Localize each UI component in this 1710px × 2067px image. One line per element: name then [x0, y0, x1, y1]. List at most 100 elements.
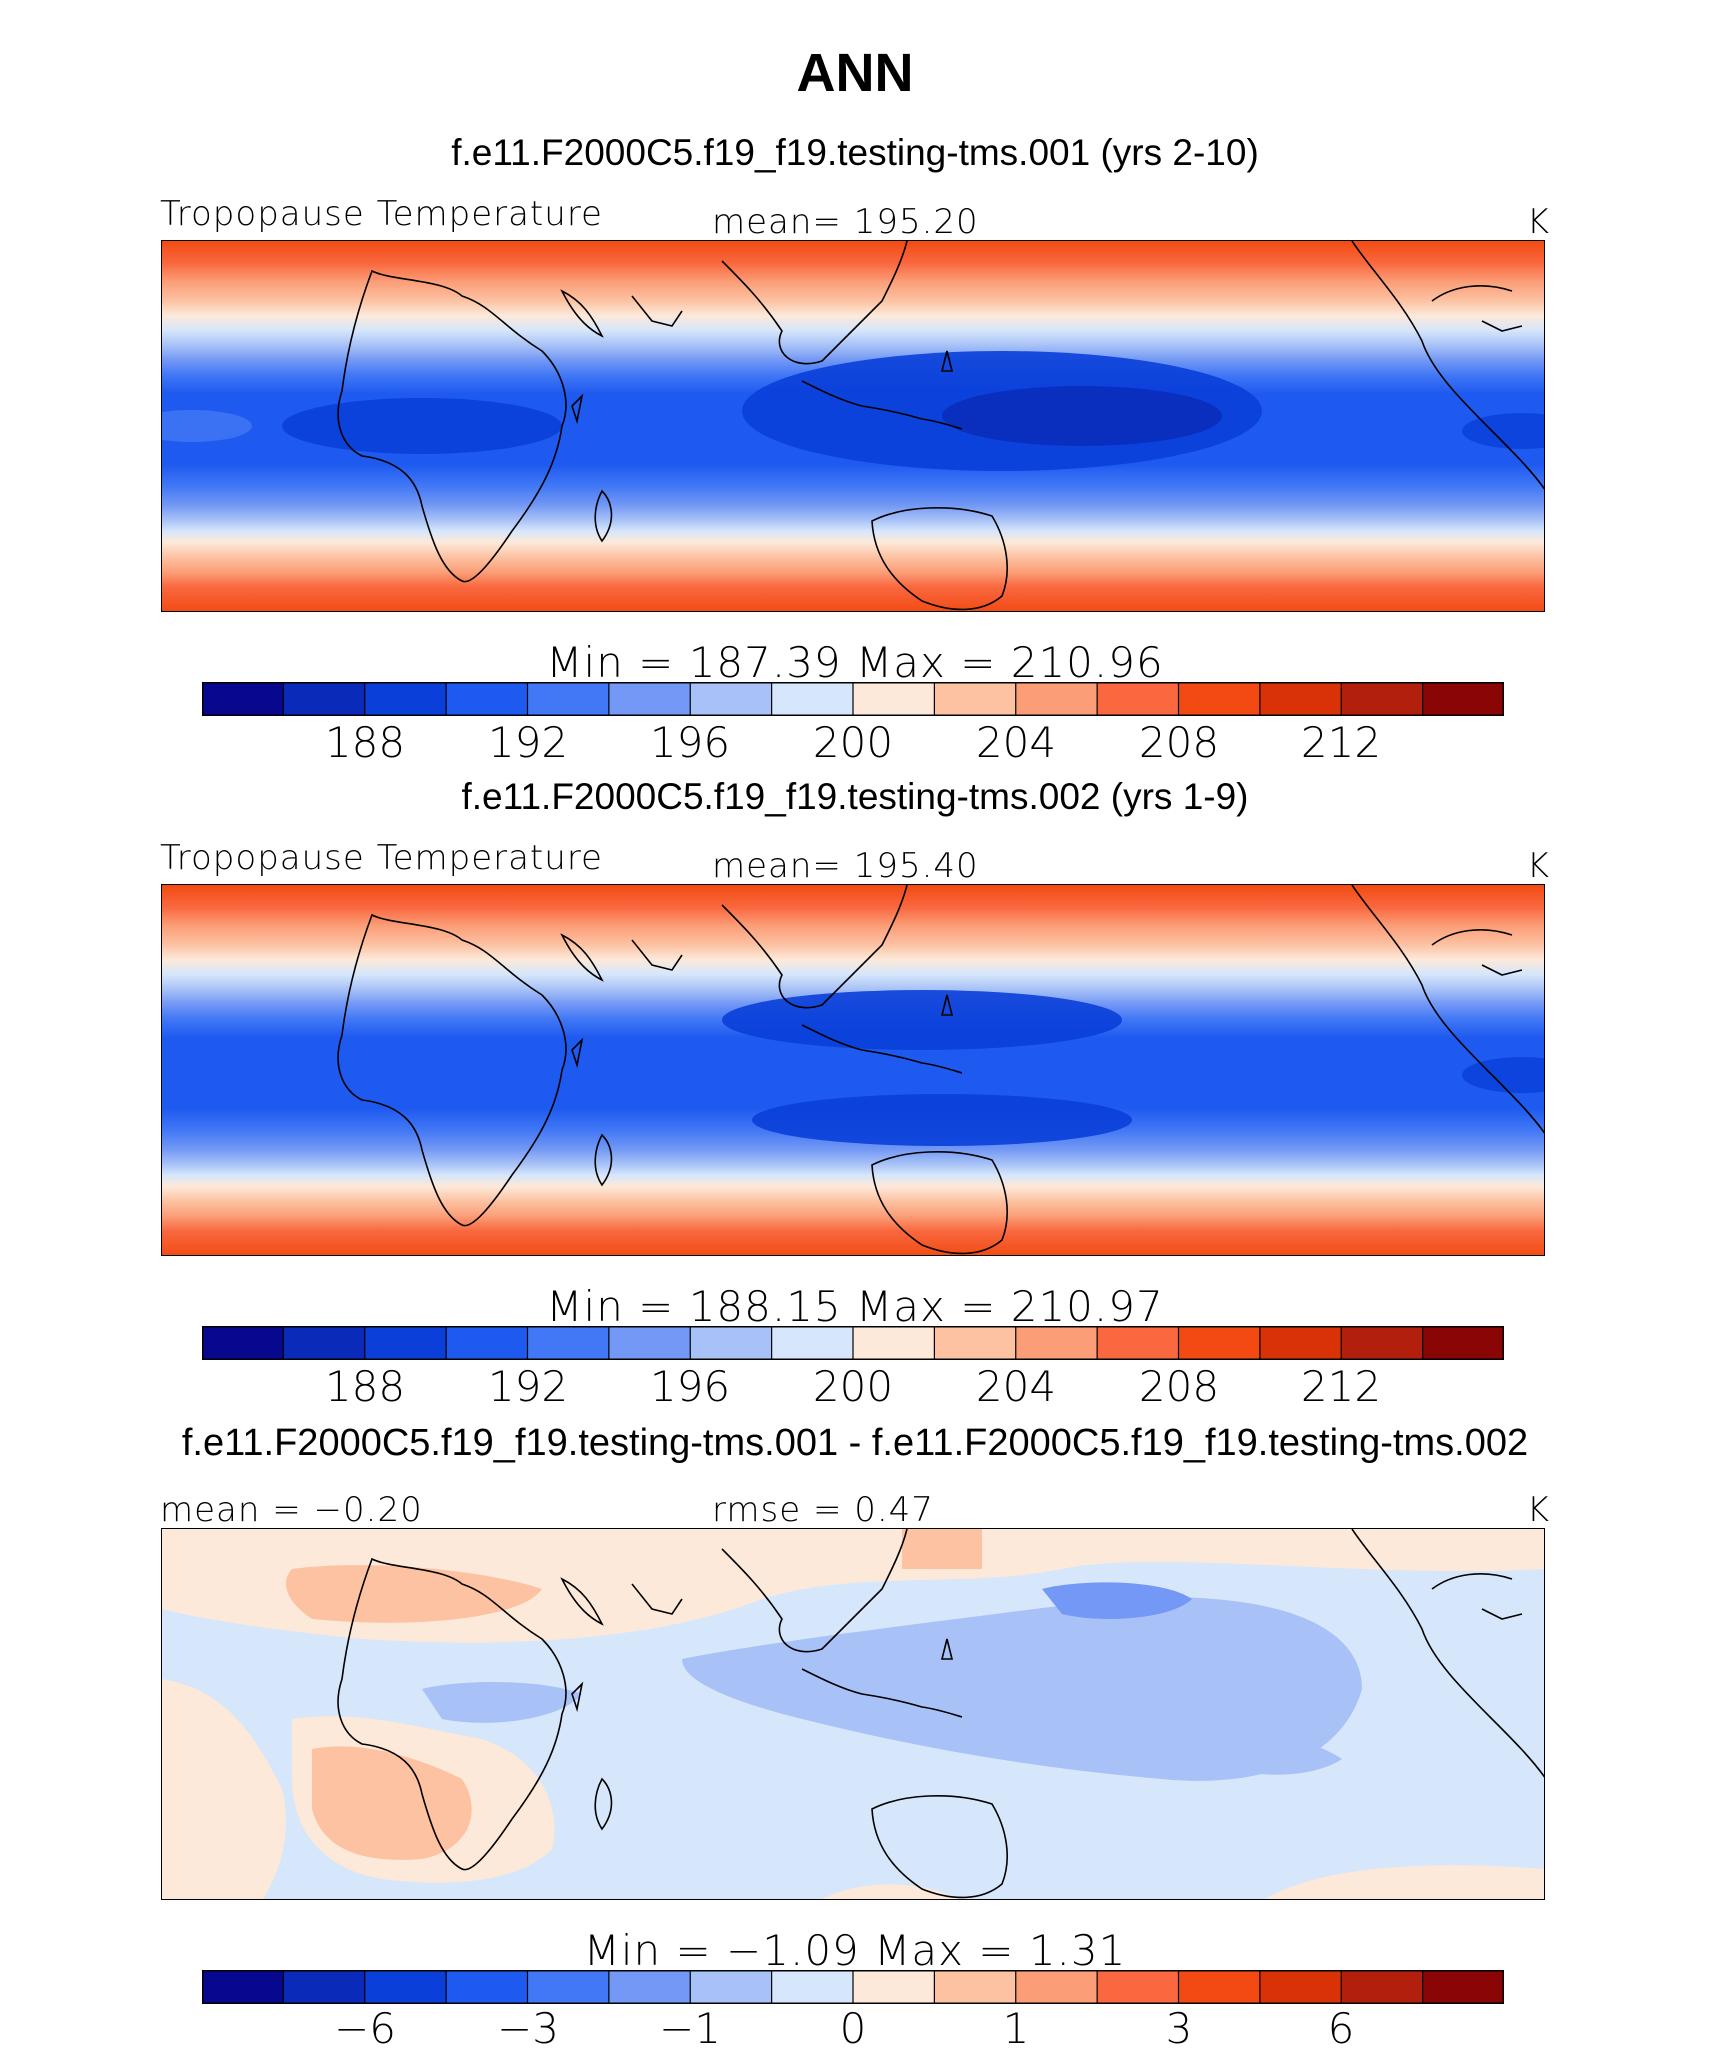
colorbar-box-2-0 [202, 1326, 284, 1360]
panel-3-minmax-label: Min = −1.09 Max = 1.31 [583, 1926, 1127, 1975]
panel-2-minmax-label: Min = 188.15 Max = 210.97 [546, 1282, 1164, 1331]
colorbar-box-3-12 [1178, 1970, 1261, 2004]
panel-3-tick-5: 3 [1165, 2004, 1193, 2053]
colorbar-box-1-1 [283, 682, 366, 716]
panel-1-tick-2: 196 [649, 718, 731, 767]
panel-2-case-title: f.e11.F2000C5.f19_f19.testing-tms.002 (y… [461, 776, 1249, 817]
panel-3-tick-6: 6 [1327, 2004, 1355, 2053]
colorbar-box-1-6 [690, 682, 773, 716]
colorbar-box-1-12 [1178, 682, 1261, 716]
panel-1-contour-map [162, 241, 1544, 611]
colorbar-box-2-11 [1097, 1326, 1180, 1360]
panel-1-tick-4: 204 [975, 718, 1057, 767]
panel-2-mean-label: mean= 195.40 [712, 846, 979, 886]
panel-2-map [161, 884, 1545, 1256]
panel-1-tick-1: 192 [487, 718, 569, 767]
colorbar-box-2-6 [690, 1326, 773, 1360]
panel-2-tick-6: 212 [1300, 1362, 1382, 1411]
colorbar-box-2-8 [853, 1326, 935, 1360]
colorbar-box-3-11 [1097, 1970, 1180, 2004]
panel-1-colorbar-ticks: 188 192 196 200 204 208 212 [202, 718, 1504, 767]
figure-title: ANN [796, 43, 914, 103]
panel-2-colorbar-ticks: 188 192 196 200 204 208 212 [202, 1362, 1504, 1411]
colorbar-box-1-2 [364, 682, 447, 716]
colorbar-box-3-6 [690, 1970, 773, 2004]
colorbar-box-2-3 [446, 1326, 529, 1360]
colorbar-border [202, 1326, 1504, 1360]
panel-2-variable-label: Tropopause Temperature [160, 838, 603, 878]
panel-3-contour-map [162, 1529, 1544, 1899]
colorbar-box-1-10 [1015, 682, 1098, 716]
panel-3-map [161, 1528, 1545, 1900]
panel-3-colorbar [202, 1970, 1504, 2004]
colorbar-box-1-13 [1259, 682, 1342, 716]
colorbar-box-3-0 [202, 1970, 284, 2004]
colorbar-box-3-10 [1015, 1970, 1098, 2004]
colorbar-box-3-3 [446, 1970, 529, 2004]
colorbar-box-3-4 [527, 1970, 610, 2004]
colorbar-box-2-5 [608, 1326, 691, 1360]
panel-1-variable-label: Tropopause Temperature [160, 194, 603, 234]
panel-3-tick-4: 1 [1002, 2004, 1030, 2053]
colorbar-box-1-8 [853, 682, 935, 716]
colorbar-box-2-2 [364, 1326, 447, 1360]
colorbar-box-1-9 [934, 682, 1017, 716]
panel-3-colorbar-ticks: −6 −3 −1 0 1 3 6 [202, 2004, 1504, 2053]
panel-1-minmax-label: Min = 187.39 Max = 210.96 [546, 638, 1164, 687]
colorbar-border [202, 682, 1504, 716]
panel-1-tick-6: 212 [1300, 718, 1382, 767]
colorbar-box-1-11 [1097, 682, 1180, 716]
panel-3-tick-0: −6 [334, 2004, 396, 2053]
panel-1-colorbar-svg [202, 682, 1504, 716]
panel-1-tick-0: 188 [324, 718, 406, 767]
panel-2-tick-0: 188 [324, 1362, 406, 1411]
colorbar-box-1-7 [771, 682, 854, 716]
panel-3-case-title: f.e11.F2000C5.f19_f19.testing-tms.001 - … [181, 1422, 1529, 1464]
panel-3-rmse-label: rmse = 0.47 [712, 1490, 934, 1530]
colorbar-box-3-15 [1422, 1970, 1504, 2004]
colorbar-box-2-14 [1341, 1326, 1424, 1360]
colorbar-box-3-5 [608, 1970, 691, 2004]
panel-3-tick-1: −3 [497, 2004, 559, 2053]
panel-1-case-title: f.e11.F2000C5.f19_f19.testing-tms.001 (y… [451, 132, 1259, 173]
colorbar-box-2-7 [771, 1326, 854, 1360]
panel-2-colorbar [202, 1326, 1504, 1360]
colorbar-box-2-12 [1178, 1326, 1261, 1360]
panel-2-tick-1: 192 [487, 1362, 569, 1411]
panel-3-units-label: K [1526, 1490, 1550, 1530]
panel-1-tick-3: 200 [812, 718, 894, 767]
panel-3-mean-label: mean = −0.20 [160, 1490, 423, 1530]
colorbar-box-2-15 [1422, 1326, 1504, 1360]
colorbar-box-2-1 [283, 1326, 366, 1360]
colorbar-box-3-8 [853, 1970, 935, 2004]
panel-2-colorbar-svg [202, 1326, 1504, 1360]
panel-1-mean-label: mean= 195.20 [712, 202, 979, 242]
panel-2-contour-map [162, 885, 1544, 1255]
colorbar-box-3-9 [934, 1970, 1017, 2004]
colorbar-box-1-5 [608, 682, 691, 716]
colorbar-box-1-3 [446, 682, 529, 716]
colorbar-box-1-15 [1422, 682, 1504, 716]
panel-2-tick-4: 204 [975, 1362, 1057, 1411]
panel-1-map [161, 240, 1545, 612]
colorbar-box-2-9 [934, 1326, 1017, 1360]
colorbar-box-3-7 [771, 1970, 854, 2004]
colorbar-box-3-13 [1259, 1970, 1342, 2004]
colorbar-box-2-13 [1259, 1326, 1342, 1360]
colorbar-box-1-14 [1341, 682, 1424, 716]
colorbar-box-1-0 [202, 682, 284, 716]
colorbar-box-3-2 [364, 1970, 447, 2004]
panel-3-tick-3: 0 [839, 2004, 867, 2053]
panel-2-tick-5: 208 [1138, 1362, 1220, 1411]
panel-3-tick-2: −1 [659, 2004, 721, 2053]
colorbar-box-2-4 [527, 1326, 610, 1360]
panel-2-units-label: K [1526, 846, 1550, 886]
panel-2-tick-2: 196 [649, 1362, 731, 1411]
colorbar-border [202, 1970, 1504, 2004]
panel-1-units-label: K [1526, 202, 1550, 242]
panel-2-tick-3: 200 [812, 1362, 894, 1411]
panel-1-tick-5: 208 [1138, 718, 1220, 767]
colorbar-box-1-4 [527, 682, 610, 716]
colorbar-box-2-10 [1015, 1326, 1098, 1360]
colorbar-box-3-14 [1341, 1970, 1424, 2004]
